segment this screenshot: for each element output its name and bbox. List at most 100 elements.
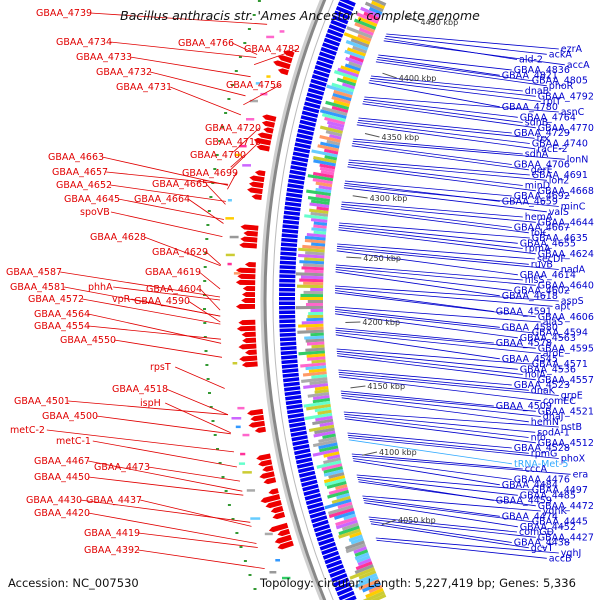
forward-gene-label: GBAA_4474 [502, 511, 558, 522]
cog-stripe [358, 572, 378, 584]
forward-gene-label: yqhJ [561, 548, 581, 559]
cog-stripe [306, 233, 326, 238]
cog-stripe [333, 510, 356, 520]
forward-feature-block [290, 430, 308, 437]
forward-feature-block [281, 359, 298, 365]
cog-stripe [304, 257, 325, 262]
reverse-gene-label: GBAA_4700 [190, 150, 246, 161]
forward-gene-label: cccA [525, 464, 548, 475]
gc-dot [207, 210, 211, 212]
reverse-leader-line [144, 236, 221, 267]
cog-stripe [371, 593, 387, 600]
gc-dot [239, 546, 243, 548]
forward-leader-line [335, 271, 500, 297]
cog-stripe [322, 433, 336, 440]
forward-feature-block [329, 568, 346, 578]
outer-feature-bit [238, 462, 246, 465]
forward-feature-block [292, 439, 309, 447]
cog-stripe [368, 584, 383, 594]
reverse-feature-arrow [263, 127, 274, 134]
forward-leader-line [352, 458, 512, 480]
forward-leader-line [348, 161, 547, 181]
reverse-gene-label: GBAA_4664 [134, 194, 190, 205]
forward-feature-block [281, 354, 298, 360]
cog-stripe [318, 442, 338, 450]
cog-stripe [309, 208, 329, 214]
gc-dot [218, 462, 222, 464]
forward-gene-label: sdhB [525, 118, 549, 129]
cog-stripe [304, 335, 325, 340]
forward-gene-label: yqhK [543, 506, 568, 517]
outer-feature-bit [249, 99, 258, 103]
gc-dot [204, 350, 208, 352]
forward-leader-line [368, 82, 500, 108]
forward-feature-block [283, 215, 300, 221]
forward-feature-block [279, 332, 296, 337]
cog-stripe [328, 486, 349, 495]
forward-gene-label: aspS [561, 296, 584, 307]
reverse-gene-label: GBAA_4733 [76, 52, 132, 63]
forward-feature-block [280, 341, 297, 346]
forward-leader-line [335, 311, 530, 333]
forward-feature-block [327, 564, 345, 574]
cog-stripe [362, 581, 382, 593]
forward-leader-line [369, 80, 541, 102]
forward-gene-label: GBAA_4644 [538, 217, 594, 228]
cog-stripe [338, 525, 360, 536]
forward-feature-block [310, 515, 328, 524]
gc-dot [231, 84, 234, 86]
cog-stripe [299, 260, 325, 265]
forward-feature-block [330, 19, 347, 29]
cog-stripe [365, 587, 384, 599]
cog-stripe [340, 65, 360, 75]
reverse-leader-line [187, 300, 221, 323]
outer-feature-bit [231, 417, 242, 420]
gc-dot [248, 574, 252, 576]
gc-dot [205, 364, 209, 366]
forward-gene-label: grpE [561, 391, 583, 402]
forward-gene-label: gcvT [531, 543, 554, 554]
forward-feature-block [280, 246, 297, 252]
cog-stripe [314, 427, 335, 435]
cog-stripe [348, 534, 363, 542]
forward-gene-label: valS [549, 207, 569, 218]
reverse-feature-arrow [257, 132, 273, 140]
cog-stripe [313, 156, 337, 164]
cog-stripe [335, 483, 348, 491]
forward-gene-label: GBAA_4729 [514, 128, 570, 139]
forward-gene-label: GBAA_4655 [520, 238, 576, 249]
gc-dot [243, 560, 247, 562]
reverse-gene-label: spoVB [80, 207, 110, 218]
forward-gene-label: GBAA_4668 [538, 186, 594, 197]
cog-stripe [298, 350, 325, 356]
forward-leader-line [335, 290, 494, 312]
forward-gene-label: ackA [549, 49, 573, 60]
cog-stripe [349, 531, 362, 539]
forward-gene-label: GBAA_4624 [538, 249, 594, 260]
reverse-feature-arrow [242, 337, 257, 344]
forward-feature-block [314, 65, 331, 74]
cog-stripe [310, 218, 328, 223]
forward-feature-block [280, 242, 298, 248]
forward-feature-block [280, 251, 297, 256]
forward-gene-label: GBAA_4557 [538, 375, 594, 386]
reverse-feature-arrow [265, 499, 282, 509]
reverse-leader-line [114, 339, 223, 358]
forward-gene-label: rpmG [531, 448, 558, 459]
map-title: Bacillus anthracis str. 'Ames Ancestor',… [120, 8, 480, 23]
cog-stripe [305, 338, 325, 343]
reverse-gene-label: GBAA_4501 [14, 396, 70, 407]
cog-stripe [301, 266, 324, 271]
gc-dot [203, 322, 207, 324]
reverse-feature-arrow [274, 534, 292, 544]
forward-gene-label: GBAA_4459 [496, 496, 552, 507]
forward-gene-label: GBAA_4545 [502, 354, 558, 365]
forward-leader-line [370, 523, 529, 549]
reverse-leader-line [165, 402, 231, 434]
forward-leader-line [338, 229, 536, 255]
scale-tick-mark [382, 72, 397, 79]
gc-dot [252, 14, 256, 16]
forward-feature-block [303, 488, 320, 497]
